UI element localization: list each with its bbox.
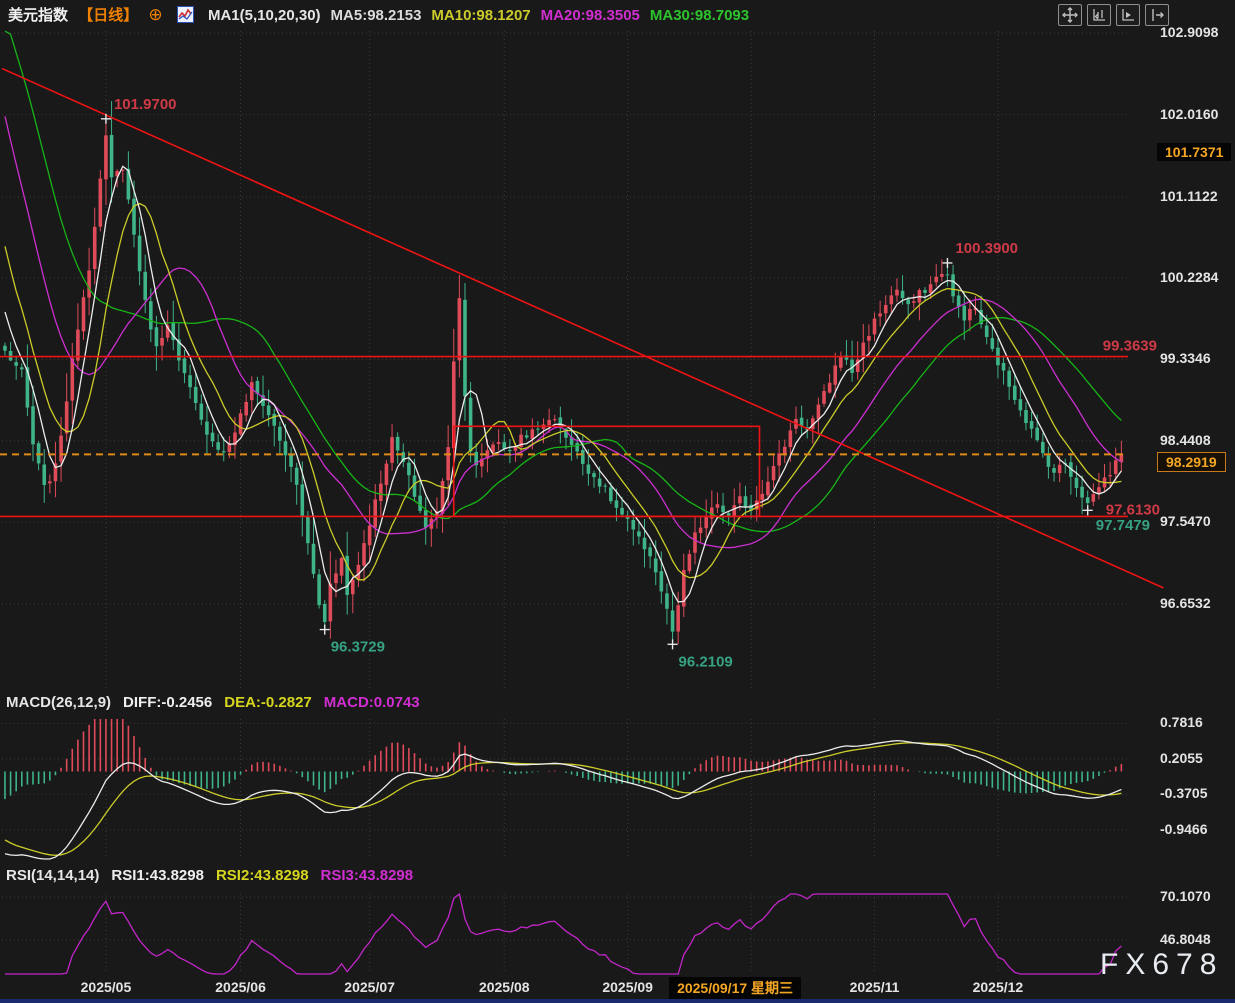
x-axis-play-icon xyxy=(1120,7,1136,23)
macd-axis-tick: 0.2055 xyxy=(1160,749,1203,766)
support-label: 97.6130 xyxy=(1106,501,1160,518)
period-high-label: 101.9700 xyxy=(114,96,177,113)
price-axis-tick: 101.1122 xyxy=(1160,188,1218,205)
date-axis-tick: 2025/08 xyxy=(478,979,530,995)
macd-axis-tick: -0.9466 xyxy=(1160,820,1208,837)
date-axis-tick: 2025/11 xyxy=(849,979,900,995)
jul-low-label: 96.3729 xyxy=(331,639,385,656)
macd-axis-tick: -0.3705 xyxy=(1160,785,1208,802)
ma30-value: MA30:98.7093 xyxy=(649,7,750,24)
bottom-border-strip xyxy=(0,999,1235,1003)
add-overlay-icon[interactable]: ⊕ xyxy=(148,5,163,24)
crosshair-price-box: 101.7371 xyxy=(1157,143,1232,161)
symbol-name: 美元指数 xyxy=(8,7,69,24)
chart-toolbar xyxy=(1058,4,1169,26)
last-price-box: 98.2919 xyxy=(1157,452,1226,473)
chart-header: 美元指数 【日线】 ⊕ MA1(5,10,20,30) MA5:98.2153 MA… xyxy=(8,4,769,26)
rsi-settings-label: RSI(14,14,14) xyxy=(6,867,100,884)
x-axis-play-tool-button[interactable] xyxy=(1116,4,1140,26)
sep-low-label: 96.2109 xyxy=(679,653,733,670)
rsi1-value: RSI1:43.8298 xyxy=(111,867,204,884)
price-axis-tick: 100.2284 xyxy=(1160,268,1219,285)
price-axis-tick: 102.9098 xyxy=(1160,24,1219,40)
ma20-value: MA20:98.3505 xyxy=(540,7,640,24)
macd-settings-label: MACD(26,12,9) xyxy=(6,694,112,711)
rsi-axis-tick: 46.8048 xyxy=(1160,930,1211,947)
price-axis-tick: 102.0160 xyxy=(1160,105,1219,122)
exit-chart-tool-button[interactable] xyxy=(1145,4,1169,26)
macd-axis-tick: 0.7816 xyxy=(1160,714,1203,731)
rsi-axis-tick: 70.1070 xyxy=(1160,888,1211,904)
macd-dea-value: DEA:-0.2827 xyxy=(224,694,312,711)
ma-legend: MA1(5,10,20,30) MA5:98.2153 MA10:98.1207 MA… xyxy=(208,7,759,24)
timeframe-label[interactable]: 【日线】 xyxy=(78,7,139,24)
exit-chart-icon xyxy=(1149,7,1165,23)
date-axis-tick: 2025/12 xyxy=(972,979,1024,995)
date-axis-tick: 2025/06 xyxy=(215,979,266,995)
price-axis-tick: 96.6532 xyxy=(1160,594,1211,611)
prior-low-label: 97.7479 xyxy=(1096,517,1150,534)
macd-header: MACD(26,12,9) DIFF:-0.2456 DEA:-0.2827 MACD… xyxy=(6,694,432,711)
date-axis-tick: 2025/07 xyxy=(344,979,395,995)
rsi-header: RSI(14,14,14) RSI1:43.8298 RSI2:43.8298 RSI… xyxy=(6,867,425,884)
macd-macd-value: MACD:0.0743 xyxy=(323,694,420,711)
y-axis-scale-icon xyxy=(1091,7,1107,23)
rsi2-value: RSI2:43.8298 xyxy=(215,867,309,884)
kline-chart-icon[interactable] xyxy=(176,6,194,30)
ma10-value: MA10:98.1207 xyxy=(431,7,531,24)
ma5-value: MA5:98.2153 xyxy=(330,7,422,24)
ma-settings-label: MA1(5,10,20,30) xyxy=(207,7,321,24)
date-axis-tick: 2025/09 xyxy=(602,979,653,995)
fx678-watermark: FX678 xyxy=(1100,948,1224,981)
price-axis-tick: 97.5470 xyxy=(1160,513,1211,530)
price-axis-tick: 98.4408 xyxy=(1160,431,1211,448)
pan-crosshair-tool-button[interactable] xyxy=(1058,4,1082,26)
resistance-label: 99.3639 xyxy=(1103,338,1157,355)
y-axis-scale-tool-button[interactable] xyxy=(1087,4,1111,26)
nov-high-label: 100.3900 xyxy=(955,240,1018,257)
date-axis-tick: 2025/05 xyxy=(80,979,132,995)
pan-crosshair-icon xyxy=(1062,7,1078,23)
crosshair-date-label: 2025/09/17 星期三 xyxy=(669,977,802,999)
macd-diff-value: DIFF:-0.2456 xyxy=(123,694,213,711)
price-axis-tick: 99.3346 xyxy=(1160,350,1211,367)
rsi3-value: RSI3:43.8298 xyxy=(320,867,414,884)
